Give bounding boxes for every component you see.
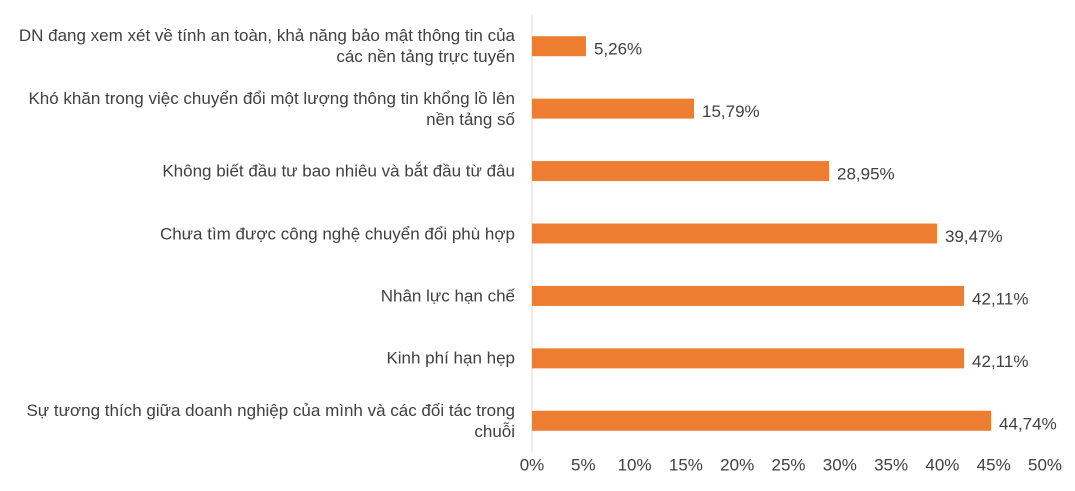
bar xyxy=(532,98,695,119)
bar xyxy=(532,285,965,306)
x-tick-label: 40% xyxy=(925,455,959,474)
x-tick-label: 5% xyxy=(571,455,596,474)
category-label: DN đang xem xét về tính an toàn, khả năn… xyxy=(18,26,515,67)
data-label: 42,11% xyxy=(972,289,1028,308)
x-tick-label: 15% xyxy=(669,455,703,474)
bar xyxy=(532,223,937,244)
data-label: 28,95% xyxy=(837,165,895,184)
data-label: 5,26% xyxy=(594,40,642,59)
bar xyxy=(532,161,830,182)
bar xyxy=(532,36,586,57)
data-label: 39,47% xyxy=(945,227,1003,246)
bar xyxy=(532,410,992,431)
category-label: Kinh phí hạn hẹp xyxy=(386,348,515,368)
x-tick-label: 30% xyxy=(823,455,857,474)
category-label: Chưa tìm được công nghệ chuyển đổi phù h… xyxy=(159,224,515,243)
data-label: 15,79% xyxy=(702,102,760,121)
x-tick-label: 10% xyxy=(618,455,652,474)
x-tick-label: 0% xyxy=(520,455,545,474)
data-label: 44,74% xyxy=(999,414,1057,433)
x-tick-label: 50% xyxy=(1028,455,1062,474)
category-label: Nhân lực hạn chế xyxy=(380,286,515,306)
x-tick-label: 25% xyxy=(771,455,805,474)
data-label: 42,11% xyxy=(972,352,1028,371)
x-tick-label: 20% xyxy=(720,455,754,474)
category-label: Sự tương thích giữa doanh nghiệp của mìn… xyxy=(26,400,515,441)
category-label: Không biết đầu tư bao nhiêu và bắt đầu t… xyxy=(162,161,515,181)
category-label: Khó khăn trong việc chuyển đổi một lượng… xyxy=(28,88,515,129)
bar xyxy=(532,348,965,369)
x-tick-label: 45% xyxy=(977,455,1011,474)
x-tick-label: 35% xyxy=(874,455,908,474)
